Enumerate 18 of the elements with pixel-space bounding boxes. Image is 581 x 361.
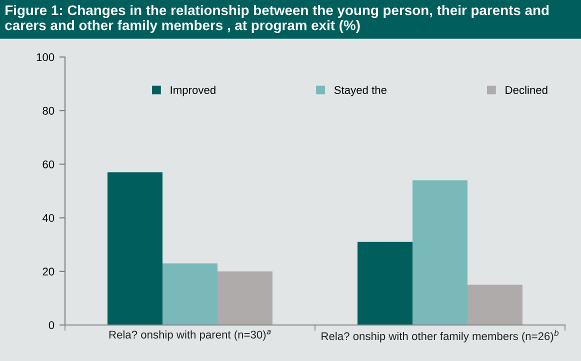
bar [412, 180, 468, 325]
bar [218, 271, 272, 325]
y-tick-label: 0 [48, 321, 54, 330]
y-tick-label: 60 [42, 160, 54, 168]
bar [162, 263, 218, 325]
x-tick-label: Rela? onship with other family members (n=26)$^{b}$ [322, 330, 559, 342]
y-tick-label: 20 [42, 268, 54, 276]
y-tick-label: 80 [42, 106, 54, 115]
legend-label: Declined [506, 86, 548, 94]
chart-title: Figure 1: Changes in the relationship between the young person, their parents and carers and other family members , at program exit (%) [5, 4, 549, 34]
legend-label: Improved [170, 86, 216, 96]
x-tick-label: Rela? onship with parent (n=30)$^{a}$ [109, 330, 271, 341]
y-tick-label: 40 [42, 214, 54, 222]
bar [468, 284, 522, 325]
bar [108, 172, 162, 325]
y-tick-label: 100 [36, 53, 54, 62]
legend-label: Stayed the [334, 86, 386, 96]
bar [358, 242, 412, 325]
